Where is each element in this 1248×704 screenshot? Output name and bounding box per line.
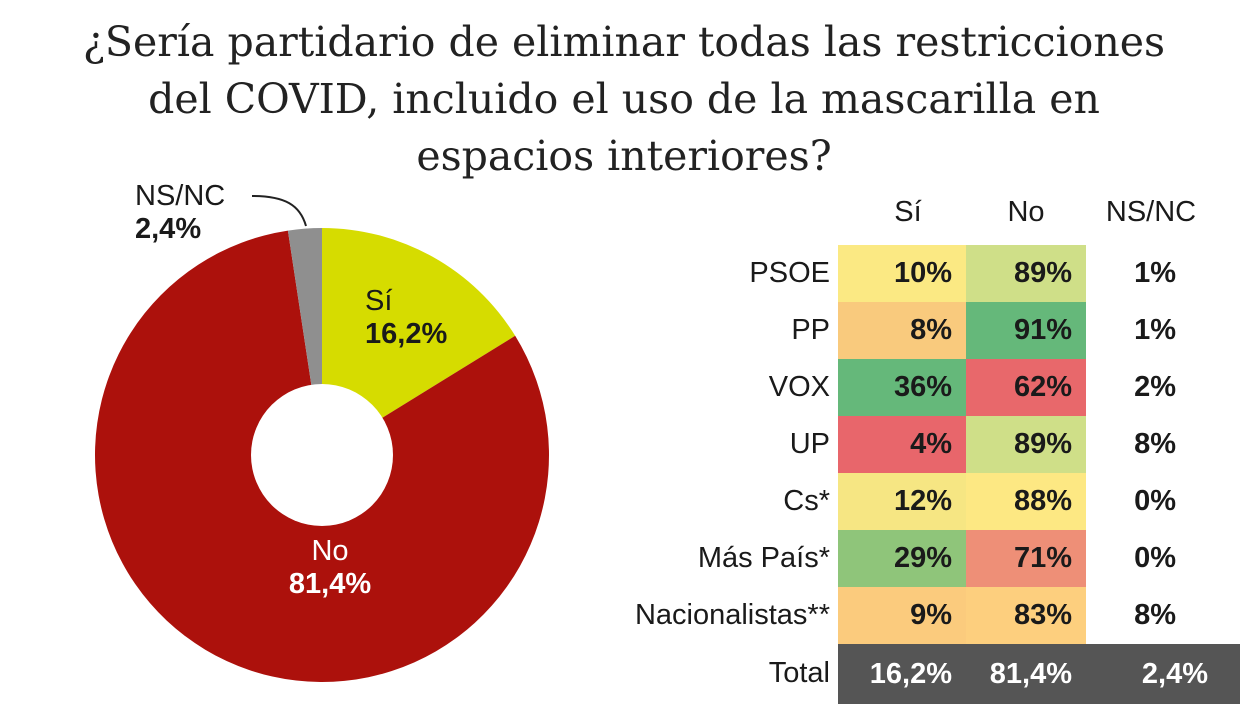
cell-si: 12%: [838, 473, 966, 530]
cell-si: 4%: [838, 416, 966, 473]
row-label: VOX: [768, 371, 830, 403]
cell-si: 29%: [838, 530, 966, 587]
cell-si: 36%: [838, 359, 966, 416]
slice-s: [322, 228, 516, 455]
cell-no: 89%: [966, 245, 1086, 302]
cell-ns: 8%: [1134, 428, 1176, 460]
row-label-total: Total: [768, 657, 830, 689]
total-ns: 2,4%: [1141, 658, 1208, 690]
cell-no: 89%: [966, 416, 1086, 473]
total-row: [838, 644, 1240, 704]
cell-no: 62%: [966, 359, 1086, 416]
row-label: Nacionalistas**: [634, 599, 830, 631]
slice-label-ns: NS/NC 2,4%: [135, 180, 226, 245]
total-si: 16,2%: [869, 658, 952, 690]
cell-ns: 1%: [1134, 257, 1176, 289]
title-line: espacios interiores?: [416, 132, 832, 180]
row-label: UP: [789, 428, 830, 460]
total-no: 81,4%: [989, 658, 1072, 690]
cell-si: 10%: [838, 245, 966, 302]
row-label: Más País*: [697, 542, 830, 574]
col-header-si: Sí: [894, 196, 922, 228]
title-line: ¿Sería partidario de eliminar todas las …: [82, 18, 1166, 66]
row-label: PSOE: [749, 257, 830, 289]
cell-no: 83%: [966, 587, 1086, 644]
cell-si: 9%: [838, 587, 966, 644]
cell-si: 8%: [838, 302, 966, 359]
cell-no: 71%: [966, 530, 1086, 587]
cell-ns: 8%: [1134, 599, 1176, 631]
cell-no: 91%: [966, 302, 1086, 359]
chart-title: ¿Sería partidario de eliminar todas las …: [0, 14, 1248, 185]
donut-chart: [94, 195, 549, 682]
cell-ns: 0%: [1134, 485, 1176, 517]
row-label: Cs*: [783, 485, 830, 517]
slice-label-no: No 81,4%: [288, 535, 372, 600]
row-label: PP: [791, 314, 830, 346]
ns-leader-line: [251, 195, 307, 227]
title-line: del COVID, incluido el uso de la mascari…: [148, 75, 1100, 123]
cell-no: 88%: [966, 473, 1086, 530]
col-header-no: No: [1007, 196, 1045, 228]
cell-ns: 2%: [1134, 371, 1176, 403]
donut-hole: [251, 384, 393, 526]
cell-ns: 0%: [1134, 542, 1176, 574]
cell-ns: 1%: [1134, 314, 1176, 346]
col-header-ns: NS/NC: [1105, 196, 1197, 228]
slice-label-si: Sí 16,2%: [365, 285, 448, 350]
